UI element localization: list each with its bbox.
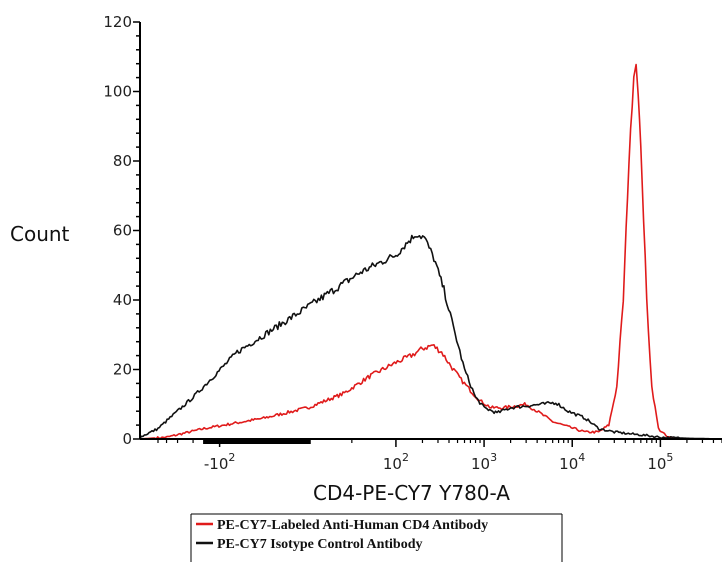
legend: PE-CY7-Labeled Anti-Human CD4 Antibody PE…: [190, 513, 563, 562]
y-tick-label: 120: [103, 13, 132, 31]
series-line-cd4: [139, 63, 722, 440]
y-tick-label: 40: [113, 291, 132, 309]
y-tick-label: 60: [113, 222, 132, 240]
x-tick-label: 102: [383, 451, 409, 473]
x-tick-label: 104: [559, 451, 585, 473]
y-tick-label: 20: [113, 361, 132, 379]
x-tick-label: -102: [204, 451, 236, 473]
x-linear-band: [203, 440, 311, 444]
y-axis: 0 20 40 60 80 100 120: [103, 13, 141, 448]
x-axis-title: CD4-PE-CY7 Y780-A: [313, 481, 510, 505]
y-tick-label: 80: [113, 152, 132, 170]
plot-area: [139, 63, 722, 440]
x-axis: -102 102 103 104 105: [140, 438, 722, 473]
legend-entry: PE-CY7 Isotype Control Antibody: [217, 537, 423, 552]
y-tick-label: 0: [122, 430, 132, 448]
y-tick-label: 100: [103, 83, 132, 101]
x-tick-label: 105: [647, 451, 673, 473]
y-axis-title: Count: [10, 222, 70, 246]
series-line-isotype: [139, 234, 722, 440]
x-tick-label: 103: [471, 451, 497, 473]
legend-entry: PE-CY7-Labeled Anti-Human CD4 Antibody: [217, 518, 488, 533]
